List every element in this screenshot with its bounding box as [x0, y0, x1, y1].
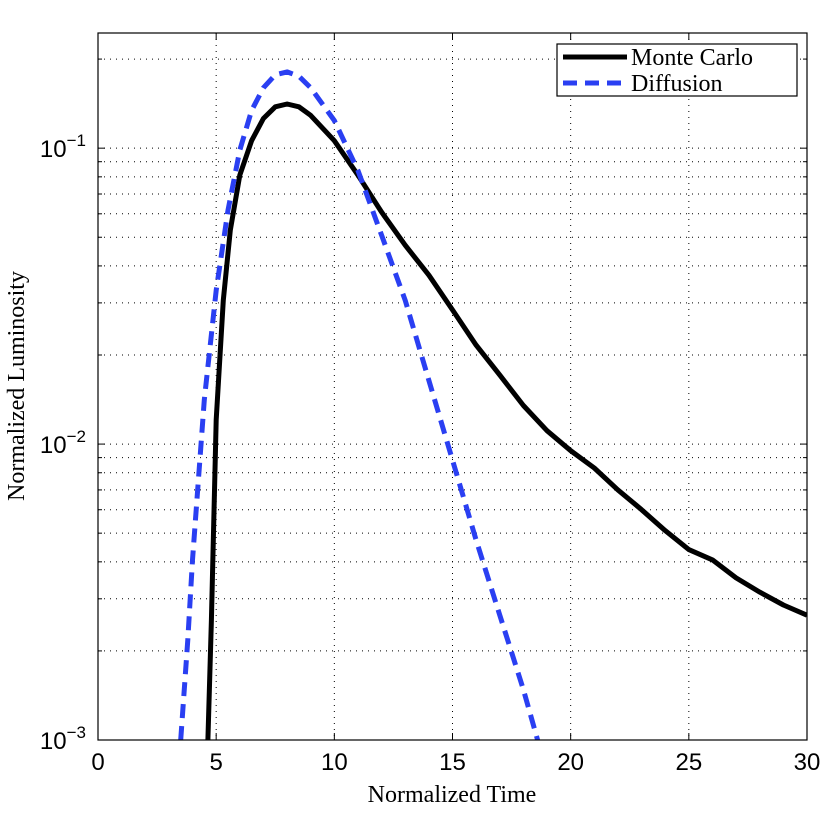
- x-tick-label: 25: [675, 749, 702, 776]
- y-axis-label: Normalized Luminosity: [4, 271, 30, 501]
- series-line: [178, 69, 541, 740]
- series-line: [205, 101, 807, 740]
- y-tick-label: 10−3: [40, 723, 86, 755]
- legend-box: [556, 43, 798, 97]
- ticks: 0 5 10 15 20 25 30 10−3 10−2 10−1: [40, 33, 820, 776]
- x-tick-label: 0: [91, 749, 104, 776]
- x-tick-label: 30: [794, 749, 821, 776]
- x-tick-label: 5: [209, 749, 222, 776]
- x-axis-label: Normalized Time: [368, 782, 537, 808]
- lines: [178, 69, 807, 740]
- x-tick-label: 15: [439, 749, 466, 776]
- x-tick-label: 10: [321, 749, 348, 776]
- legend-label: Monte Carlo: [631, 45, 753, 71]
- legend-label: Diffusion: [631, 71, 723, 97]
- y-tick-label: 10−2: [40, 427, 86, 459]
- y-tick-label: 10−1: [40, 131, 86, 163]
- x-tick-label: 20: [557, 749, 584, 776]
